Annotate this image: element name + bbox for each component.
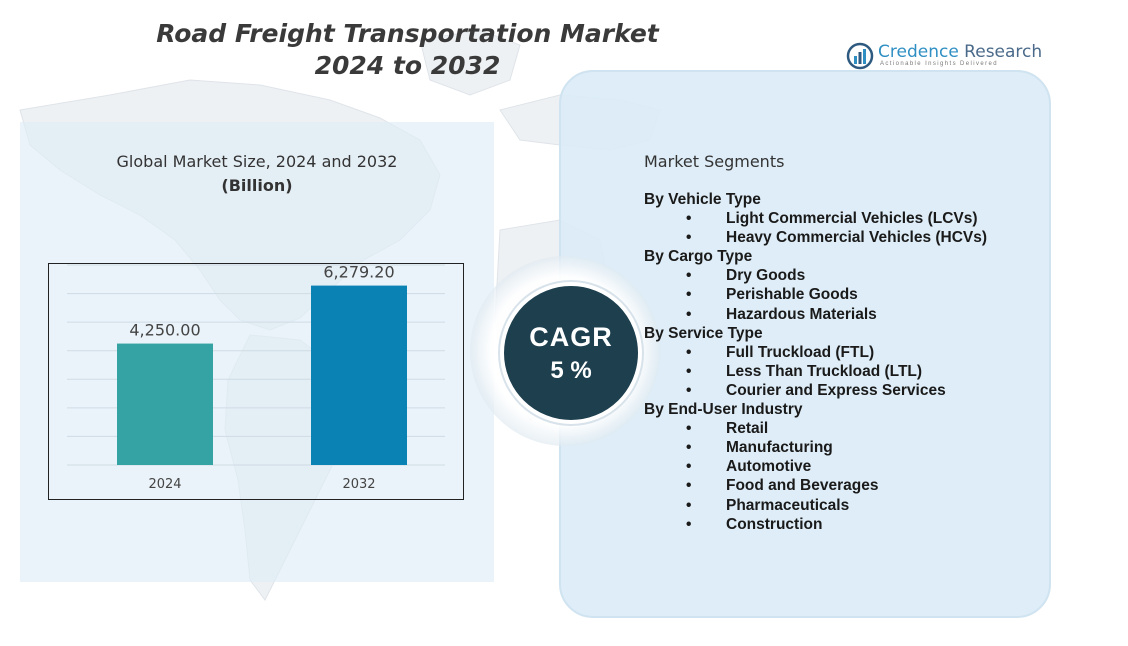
chart-heading-text: Global Market Size, 2024 and 2032: [116, 152, 398, 171]
logo-brand: Credence: [878, 42, 959, 62]
chart-heading: Global Market Size, 2024 and 2032 (Billi…: [20, 150, 494, 198]
chart-unit-label: (Billion): [221, 176, 293, 195]
logo-tagline: Actionable Insights Delivered: [880, 61, 998, 67]
segment-group-items: RetailManufacturingAutomotiveFood and Be…: [644, 419, 1044, 534]
segment-group-items: Full Truckload (FTL)Less Than Truckload …: [644, 343, 1044, 400]
logo-name: Credence Research: [878, 42, 1042, 62]
segment-item: Dry Goods: [644, 266, 1044, 285]
segment-item: Hazardous Materials: [644, 305, 1044, 324]
data-label-2032: 6,279.20: [323, 263, 394, 282]
cagr-badge: CAGR 5 %: [500, 282, 642, 424]
segment-item: Automotive: [644, 457, 1044, 476]
cagr-label: CAGR: [529, 322, 613, 352]
segment-group-heading: By End-User Industry: [644, 401, 803, 419]
bar-chart: 4,250.00 2024 6,279.20 2032: [48, 263, 464, 500]
title-line-1: Road Freight Transportation Market: [156, 19, 659, 48]
segment-item: Full Truckload (FTL): [644, 343, 1044, 362]
segment-group-heading: By Service Type: [644, 324, 763, 342]
segment-item: Pharmaceuticals: [644, 496, 1044, 515]
credence-research-logo: Credence Research Actionable Insights De…: [846, 40, 1042, 72]
x-tick-label-2032: 2032: [342, 477, 375, 492]
segment-group-items: Dry GoodsPerishable GoodsHazardous Mater…: [644, 266, 1044, 323]
segment-item: Perishable Goods: [644, 285, 1044, 304]
segments-list: Market Segments By Vehicle TypeLight Com…: [644, 151, 1044, 534]
x-tick-label-2024: 2024: [148, 477, 181, 492]
segment-item: Heavy Commercial Vehicles (HCVs): [644, 228, 1044, 247]
market-size-panel: [20, 122, 494, 582]
segment-group-heading: By Vehicle Type: [644, 191, 761, 208]
logo-name-rest: Research: [958, 42, 1043, 62]
segment-group-heading: By Cargo Type: [644, 248, 753, 266]
chart-title: Road Freight Transportation Market 2024 …: [150, 18, 665, 82]
segment-item: Construction: [644, 515, 1044, 534]
title-line-2: 2024 to 2032: [314, 51, 501, 80]
data-label-2024: 4,250.00: [129, 321, 200, 340]
segment-item: Less Than Truckload (LTL): [644, 362, 1044, 381]
segment-item: Manufacturing: [644, 438, 1044, 457]
bar-chart-canvas: 4,250.00 2024 6,279.20 2032: [67, 263, 445, 492]
segment-item: Light Commercial Vehicles (LCVs): [644, 209, 1044, 228]
segment-item: Courier and Express Services: [644, 381, 1044, 400]
segment-item: Food and Beverages: [644, 476, 1044, 495]
bar-2032: [311, 285, 407, 465]
bar-2024: [117, 343, 213, 465]
segment-item: Retail: [644, 419, 1044, 438]
segments-title: Market Segments: [644, 152, 785, 171]
logo-globe-icon: [846, 42, 874, 70]
segment-group-items: Light Commercial Vehicles (LCVs)Heavy Co…: [644, 209, 1044, 247]
cagr-value: 5 %: [550, 357, 592, 384]
